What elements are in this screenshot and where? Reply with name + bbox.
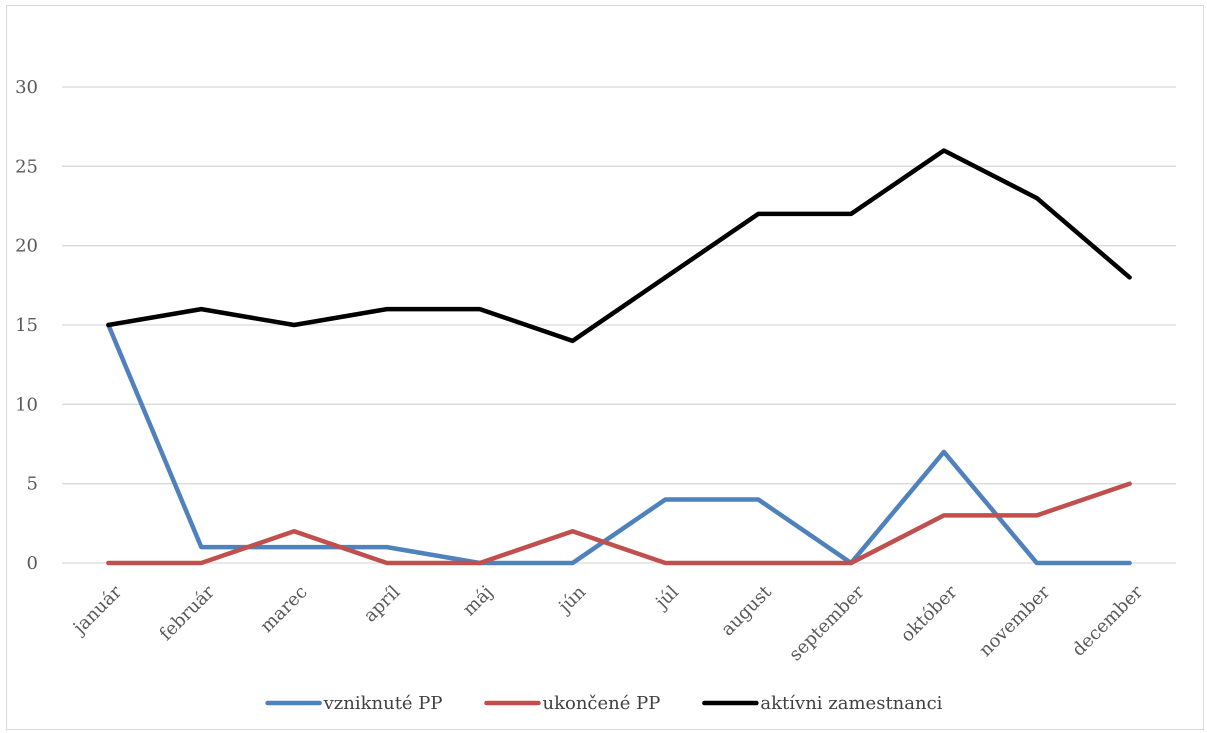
y-tick-label: 15: [15, 315, 38, 336]
legend-label: aktívni zamestnanci: [760, 693, 942, 714]
x-tick-label: január: [68, 581, 126, 639]
y-tick-label: 5: [27, 474, 38, 495]
gridlines: [62, 86, 1176, 564]
y-tick-label: 30: [15, 77, 38, 98]
x-tick-label: apríl: [360, 582, 405, 627]
series-lines: [106, 148, 1132, 566]
series-line-2: [106, 481, 1132, 566]
legend-label: ukončené PP: [543, 693, 661, 714]
x-tick-label: september: [785, 581, 869, 665]
chart-area: [6, 5, 1204, 730]
legend-item: ukončené PP: [484, 693, 661, 714]
legend-label: vzniknuté PP: [323, 693, 443, 714]
y-tick-label: 0: [27, 553, 38, 574]
x-axis-tick-labels: január február marec apríl máj jún júl august se…: [68, 581, 1147, 665]
series-line-3: [106, 148, 1132, 344]
y-tick-label: 10: [15, 394, 38, 415]
x-tick-label: júl: [650, 582, 683, 615]
legend-item: aktívni zamestnanci: [702, 693, 943, 714]
x-tick-label: august: [717, 581, 776, 640]
legend-item: vzniknuté PP: [265, 693, 443, 714]
x-tick-label: jún: [554, 581, 591, 618]
x-tick-label: máj: [459, 582, 497, 620]
x-tick-label: október: [897, 581, 962, 646]
x-tick-label: marec: [256, 582, 311, 637]
series-line-1: [106, 322, 1132, 566]
y-axis-tick-labels: 0 5 10 15 20 25 30: [15, 77, 38, 574]
y-tick-label: 20: [15, 236, 38, 257]
legend: vzniknuté PP ukončené PP aktívni zamestnan…: [265, 693, 943, 714]
y-tick-label: 25: [15, 156, 38, 177]
x-tick-label: november: [975, 581, 1055, 661]
x-tick-label: február: [156, 581, 219, 644]
x-tick-label: december: [1068, 581, 1147, 660]
